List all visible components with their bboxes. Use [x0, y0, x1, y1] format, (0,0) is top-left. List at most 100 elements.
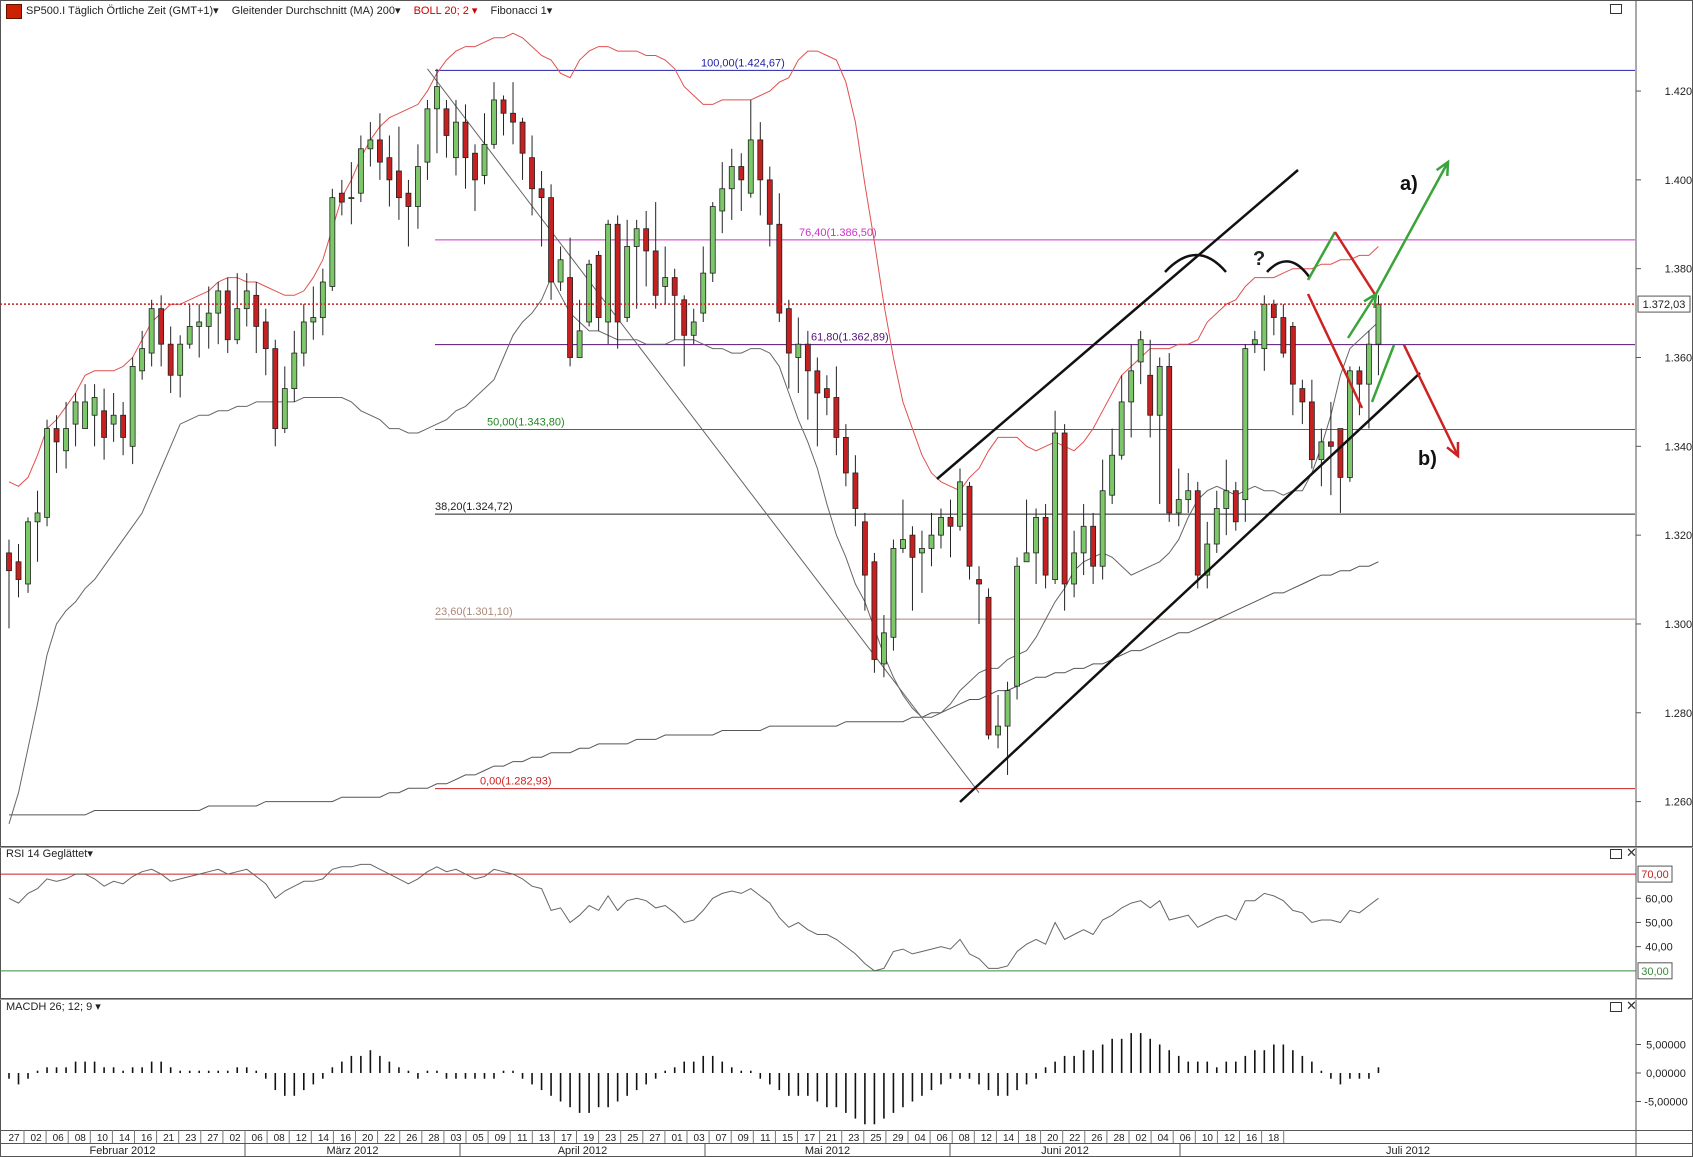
ma-indicator-label[interactable]: Gleitender Durchschnitt (MA) 200▾ — [231, 5, 401, 17]
green-leg-2-arrow-head — [1363, 291, 1378, 309]
fib-level-label: 38,20(1.324,72) — [435, 501, 513, 513]
candle — [557, 246, 564, 291]
candle-body — [253, 294, 260, 327]
candle — [1014, 557, 1020, 700]
candle — [1128, 344, 1135, 438]
candle-body — [1327, 441, 1334, 447]
candle — [928, 512, 935, 567]
maximize-rsi-button[interactable] — [1610, 849, 1622, 859]
candle-body — [310, 317, 317, 323]
candle-body — [1118, 401, 1125, 456]
day-label: 16 — [141, 1133, 153, 1144]
candle-body — [871, 561, 878, 660]
instrument-label[interactable]: SP500.I Täglich Örtliche Zeit (GMT+1)▾ — [26, 5, 219, 17]
rsi-level-box — [1637, 865, 1673, 883]
fib-indicator-label[interactable]: Fibonacci 1▾ — [490, 5, 553, 17]
candle-body — [243, 290, 250, 310]
candle — [1090, 512, 1097, 584]
candle-body — [405, 192, 412, 207]
day-label: 27 — [8, 1133, 20, 1144]
day-label: 22 — [384, 1133, 396, 1144]
candle — [338, 179, 345, 216]
candle — [1327, 401, 1334, 496]
candle-body — [110, 414, 117, 425]
candle-body — [196, 321, 203, 327]
candle — [272, 339, 279, 447]
green-arrow-a-head — [1435, 159, 1450, 177]
rsi-header[interactable]: RSI 14 Geglättet▾ — [6, 848, 93, 860]
candle — [110, 393, 117, 442]
candle-body — [633, 228, 640, 247]
candle-body — [804, 343, 811, 372]
candle-body — [1061, 432, 1068, 585]
candle — [1061, 424, 1068, 611]
candle — [747, 99, 754, 198]
fib-level-label: 61,80(1.362,89) — [811, 332, 889, 344]
day-label: 22 — [1069, 1133, 1081, 1144]
fib-level-label: 100,00(1.424,67) — [701, 57, 785, 69]
candle — [1232, 481, 1239, 531]
boll-indicator-label[interactable]: BOLL 20; 2 ▾ — [413, 5, 478, 17]
candle — [44, 419, 50, 527]
candle — [367, 122, 374, 167]
candle-body — [1366, 343, 1372, 385]
rsi-line — [8, 863, 1379, 972]
candle-body — [709, 206, 716, 274]
fib-level-label: 76,40(1.386,50) — [799, 227, 877, 239]
month-label: Juli 2012 — [1386, 1145, 1430, 1157]
y-tick-label: 1.300,00 — [1665, 619, 1693, 631]
candle — [709, 202, 716, 283]
day-label: 15 — [782, 1133, 794, 1144]
day-label: 12 — [1224, 1133, 1236, 1144]
candle-body — [681, 299, 688, 336]
candle — [1099, 459, 1106, 580]
close-macd-icon[interactable]: ✕ — [1626, 998, 1637, 1013]
candle — [262, 308, 269, 376]
candle-body — [6, 552, 12, 572]
candle-body — [862, 521, 868, 576]
candle — [405, 179, 412, 247]
candle-body — [1071, 552, 1078, 585]
candle — [72, 393, 79, 447]
candle-body — [776, 223, 783, 314]
day-label: 21 — [826, 1133, 838, 1144]
candle — [766, 166, 773, 247]
close-rsi-icon[interactable]: ✕ — [1626, 845, 1637, 860]
candle — [938, 508, 944, 549]
candle-body — [919, 548, 925, 554]
y-tick-label: 1.360,00 — [1665, 353, 1693, 365]
candle-body — [1289, 326, 1296, 385]
candle-body — [690, 321, 697, 336]
candle-body — [1270, 303, 1277, 318]
day-label: 27 — [649, 1133, 661, 1144]
candle — [158, 295, 165, 367]
candle — [462, 104, 469, 189]
macd-header[interactable]: MACDH 26; 12; 9 ▾ — [6, 1001, 101, 1013]
month-label: Mai 2012 — [805, 1145, 850, 1157]
day-label: 12 — [296, 1133, 308, 1144]
candle-body — [481, 143, 488, 176]
candle — [529, 135, 535, 216]
boll-lower-line — [8, 276, 1379, 824]
rsi-tick-label: 50,00 — [1645, 917, 1673, 929]
candle — [700, 246, 707, 322]
day-label: 21 — [163, 1133, 175, 1144]
fib-trend-line — [427, 68, 980, 794]
maximize-main-button[interactable] — [1610, 4, 1622, 14]
candle — [785, 299, 792, 389]
candle-body — [72, 401, 79, 425]
maximize-macd-button[interactable] — [1610, 1002, 1622, 1012]
candle — [576, 299, 583, 358]
candle-body — [947, 516, 954, 527]
candle-body — [833, 397, 840, 438]
candle-body — [53, 428, 60, 443]
candle — [376, 113, 383, 180]
candle — [281, 366, 288, 433]
candle-body — [234, 308, 241, 341]
day-label: 13 — [539, 1133, 551, 1144]
candle — [1042, 504, 1049, 589]
day-label: 28 — [1113, 1133, 1125, 1144]
candle — [348, 162, 355, 225]
candle-body — [1128, 370, 1135, 403]
top-arc-2 — [1266, 260, 1312, 279]
